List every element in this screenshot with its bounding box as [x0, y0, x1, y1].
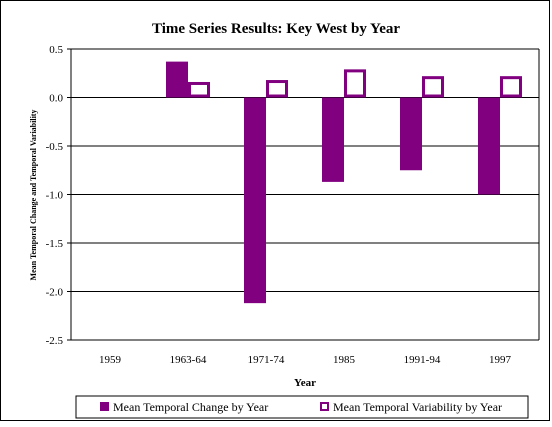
bar-mean-change [400, 97, 422, 171]
y-axis-title: Mean Temporal Change and Temporal Variab… [29, 110, 38, 281]
y-tick-label: -2.0 [46, 287, 64, 299]
bar-mean-change [322, 97, 344, 182]
y-tick-label: 0.0 [49, 93, 63, 105]
bar-mean-variability [422, 76, 444, 98]
y-tick-labels: 0.5 0.0 -0.5 -1.0 -1.5 -2.0 -2.5 [46, 44, 71, 347]
y-tick-label: -2.5 [46, 335, 64, 347]
y-tick-label: -1.0 [46, 190, 64, 202]
bar-mean-change [244, 97, 266, 304]
x-tick-label: 1959 [99, 354, 122, 366]
bar-mean-change [478, 97, 500, 195]
bar-mean-variability [500, 76, 522, 98]
x-tick-label: 1997 [489, 354, 512, 366]
bar-mean-change [166, 61, 188, 98]
legend-label-change: Mean Temporal Change by Year [113, 400, 268, 414]
gridlines [71, 48, 539, 341]
x-tick-label: 1991-94 [404, 354, 441, 366]
y-tick-label: -0.5 [46, 141, 64, 153]
y-tick-label: -1.5 [46, 238, 64, 250]
bar-mean-variability [266, 80, 288, 98]
bars [166, 61, 522, 304]
bar-mean-variability [344, 69, 366, 98]
x-tick-labels: 1959 1963-64 1971-74 1985 1991-94 1997 [99, 354, 512, 366]
legend-swatch-variability [320, 402, 329, 411]
legend-label-variability: Mean Temporal Variability by Year [333, 400, 502, 414]
x-tick-label: 1985 [333, 354, 356, 366]
legend-box [75, 395, 529, 419]
bar-mean-variability [188, 81, 210, 98]
y-tick-label: 0.5 [49, 44, 63, 56]
legend: Mean Temporal Change by Year Mean Tempor… [75, 395, 529, 419]
x-tick-label: 1971-74 [248, 354, 285, 366]
x-tick-label: 1963-64 [170, 354, 207, 366]
legend-swatch-change [100, 402, 109, 411]
x-axis-title: Year [294, 377, 316, 389]
chart-title: Time Series Results: Key West by Year [152, 21, 400, 37]
